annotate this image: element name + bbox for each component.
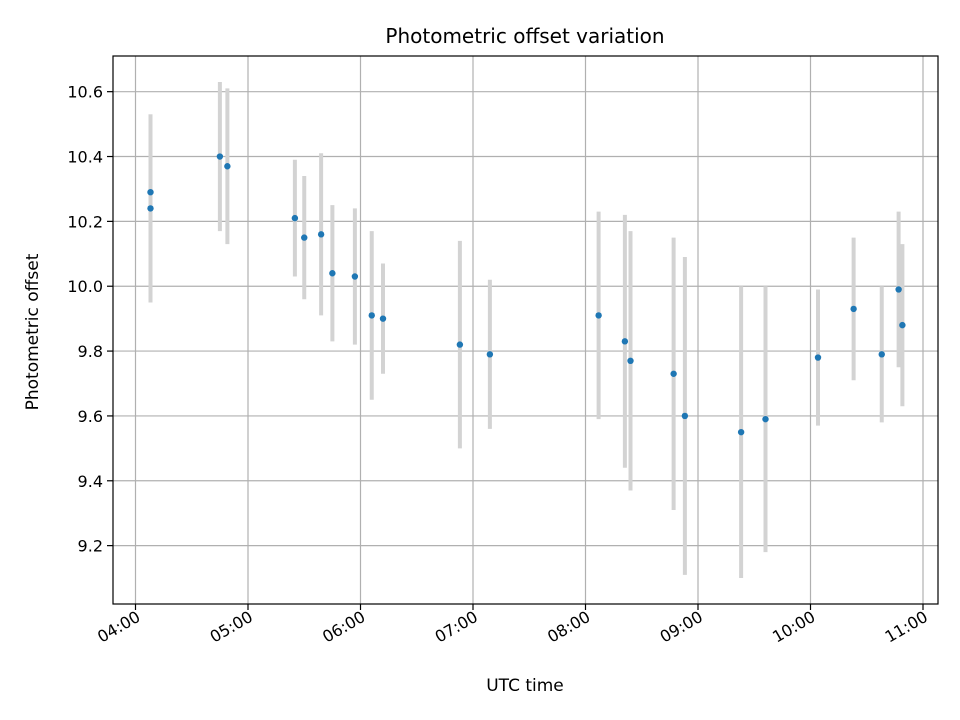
y-tick-label: 9.2 [78, 537, 103, 556]
chart-title: Photometric offset variation [385, 24, 664, 48]
data-point [621, 338, 629, 345]
data-point [368, 312, 375, 319]
data-point [317, 231, 325, 238]
data-point [814, 354, 822, 361]
data-point [670, 370, 677, 377]
data-point [627, 357, 634, 365]
y-tick-label: 9.4 [78, 472, 103, 491]
data-point [216, 153, 224, 160]
data-point [301, 234, 308, 241]
x-axis-label: UTC time [486, 676, 564, 696]
data-point [899, 321, 906, 329]
data-points [147, 153, 906, 436]
data-point [147, 205, 154, 212]
y-axis-label: Photometric offset [23, 253, 43, 410]
data-point [379, 315, 387, 322]
y-tick-label: 10.0 [67, 277, 103, 296]
y-tick-label: 10.2 [67, 212, 103, 231]
data-point [486, 351, 494, 358]
data-point [850, 305, 857, 313]
data-point [895, 286, 902, 293]
data-point [456, 341, 464, 348]
y-axis-ticks: 9.2 9.4 9.6 9.8 10.0 10.2 10.4 10.6 [67, 83, 113, 556]
y-tick-label: 10.4 [67, 148, 103, 167]
data-point [329, 270, 336, 277]
data-point [147, 188, 154, 196]
data-point [351, 273, 359, 280]
y-tick-label: 9.6 [78, 407, 103, 426]
data-point [291, 214, 299, 222]
data-point [595, 312, 602, 319]
data-point [737, 428, 745, 436]
data-point [681, 412, 689, 420]
data-point [878, 351, 885, 358]
plot-area-frame [112, 55, 939, 605]
data-point [224, 163, 231, 170]
y-tick-label: 10.6 [67, 83, 103, 102]
data-point [762, 415, 769, 423]
y-tick-label: 9.8 [78, 342, 103, 361]
grid [113, 56, 938, 604]
